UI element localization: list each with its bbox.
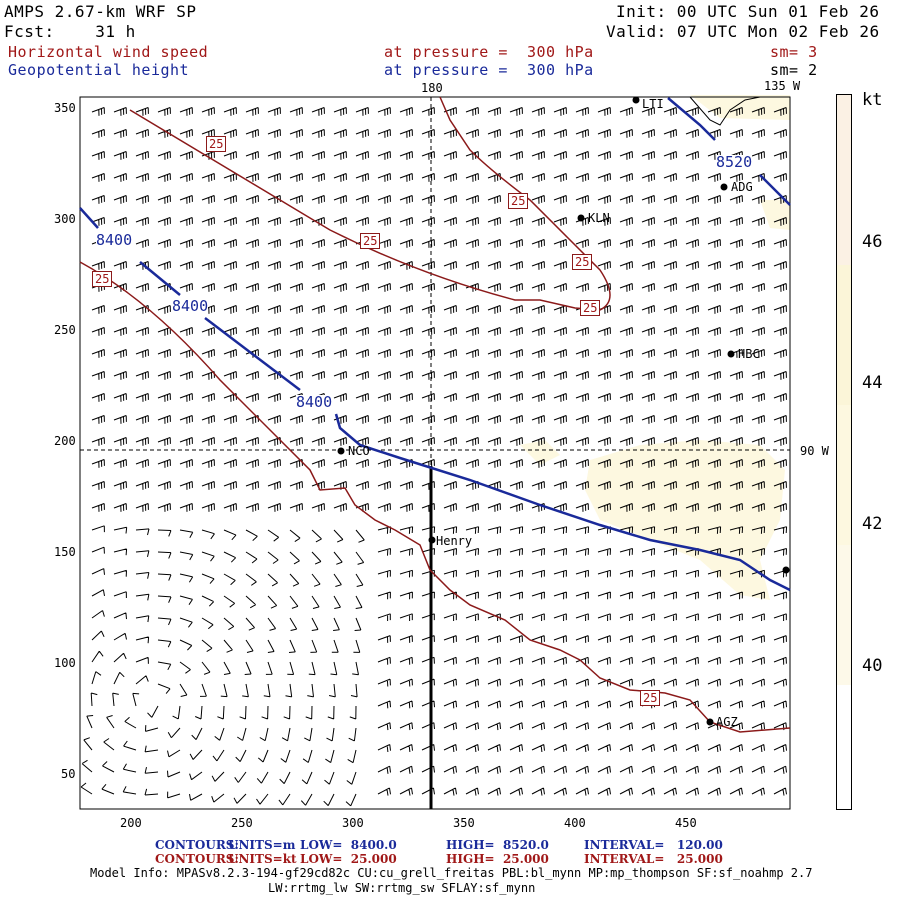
valid-time: Valid: 07 UTC Mon 02 Feb 26 <box>606 22 880 41</box>
field-geopotential: Geopotential height <box>8 61 190 79</box>
height-contour-interval: INTERVAL= 120.00 <box>584 838 723 852</box>
speed-label-25-g: 25 <box>640 690 661 706</box>
speed-contour-interval: INTERVAL= 25.000 <box>584 852 723 866</box>
colorbar-unit: kt <box>862 90 883 110</box>
coastline <box>689 96 761 126</box>
height-contour-units: UNITS=m <box>228 838 296 852</box>
height-label-8400-a: 8400 <box>96 231 133 249</box>
y-tick-250: 250 <box>54 323 76 337</box>
speed-label-25-a: 25 <box>206 136 227 152</box>
plot-frame <box>79 96 791 810</box>
height-label-8400-c: 8400 <box>296 393 333 411</box>
x-tick-350: 350 <box>453 816 475 830</box>
height-label-8400-b: 8400 <box>172 297 209 315</box>
colorbar-tick-44: 44 <box>862 373 883 393</box>
model-info-2: LW:rrtmg_lw SW:rrtmg_sw SFLAY:sf_mynn <box>268 881 536 895</box>
smooth-label-1: sm= 3 <box>770 43 818 61</box>
height-contour-label: CONTOURS: <box>155 838 239 852</box>
x-tick-450: 450 <box>675 816 697 830</box>
meridian-180-label: 180 <box>421 81 443 95</box>
colorbar-tick-42: 42 <box>862 514 883 534</box>
field-wind-speed: Horizontal wind speed <box>8 43 209 61</box>
x-tick-250: 250 <box>231 816 253 830</box>
meridian-135w-label: 135 W <box>764 79 801 93</box>
speed-contour-high: HIGH= 25.000 <box>446 852 549 866</box>
station-adg: ADG <box>731 180 753 194</box>
speed-label-25-d: 25 <box>572 254 593 270</box>
height-label-8520: 8520 <box>716 153 753 171</box>
speed-contour-label: CONTOURS: <box>155 852 239 866</box>
station-nco: NCO <box>348 444 370 458</box>
station-kln: KLN <box>588 211 610 225</box>
y-tick-100: 100 <box>54 656 76 670</box>
forecast-hour: Fcst: 31 h <box>4 22 136 41</box>
colorbar-tick-40: 40 <box>862 656 883 676</box>
x-tick-200: 200 <box>120 816 142 830</box>
speed-contours <box>79 96 791 733</box>
model-info: Model Info: MPASv8.2.3-194-gf29cd82c CU:… <box>90 866 813 880</box>
colorbar-tick-46: 46 <box>862 232 883 252</box>
init-time: Init: 00 UTC Sun 01 Feb 26 <box>616 2 880 21</box>
x-tick-300: 300 <box>342 816 364 830</box>
speed-label-25-c: 25 <box>508 193 529 209</box>
y-tick-300: 300 <box>54 212 76 226</box>
station-hbc: HBC <box>738 347 760 361</box>
speed-contour-low: LOW= 25.000 <box>300 852 397 866</box>
smooth-label-2: sm= 2 <box>770 61 818 79</box>
colorbar <box>836 94 852 810</box>
height-contour-high: HIGH= 8520.0 <box>446 838 549 852</box>
level-label-2: at pressure = 300 hPa <box>384 61 594 79</box>
meridian-90w-label: 90 W <box>800 444 829 458</box>
height-contours <box>79 97 791 592</box>
model-title: AMPS 2.67-km WRF SP <box>4 2 197 21</box>
station-henry: Henry <box>436 534 473 548</box>
y-tick-150: 150 <box>54 545 76 559</box>
speed-label-25-f: 25 <box>92 271 113 287</box>
station-markers <box>337 96 790 726</box>
station-agz: AGZ <box>716 715 738 729</box>
speed-label-25-e: 25 <box>580 300 601 316</box>
y-tick-350: 350 <box>54 101 76 115</box>
speed-contour-units: UNITS=kt <box>228 852 297 866</box>
x-tick-400: 400 <box>564 816 586 830</box>
station-lti: LTI <box>642 97 664 111</box>
speed-label-25-b: 25 <box>360 233 381 249</box>
y-tick-200: 200 <box>54 434 76 448</box>
height-contour-low: LOW= 8400.0 <box>300 838 397 852</box>
y-tick-50: 50 <box>61 767 76 781</box>
level-label-1: at pressure = 300 hPa <box>384 43 594 61</box>
